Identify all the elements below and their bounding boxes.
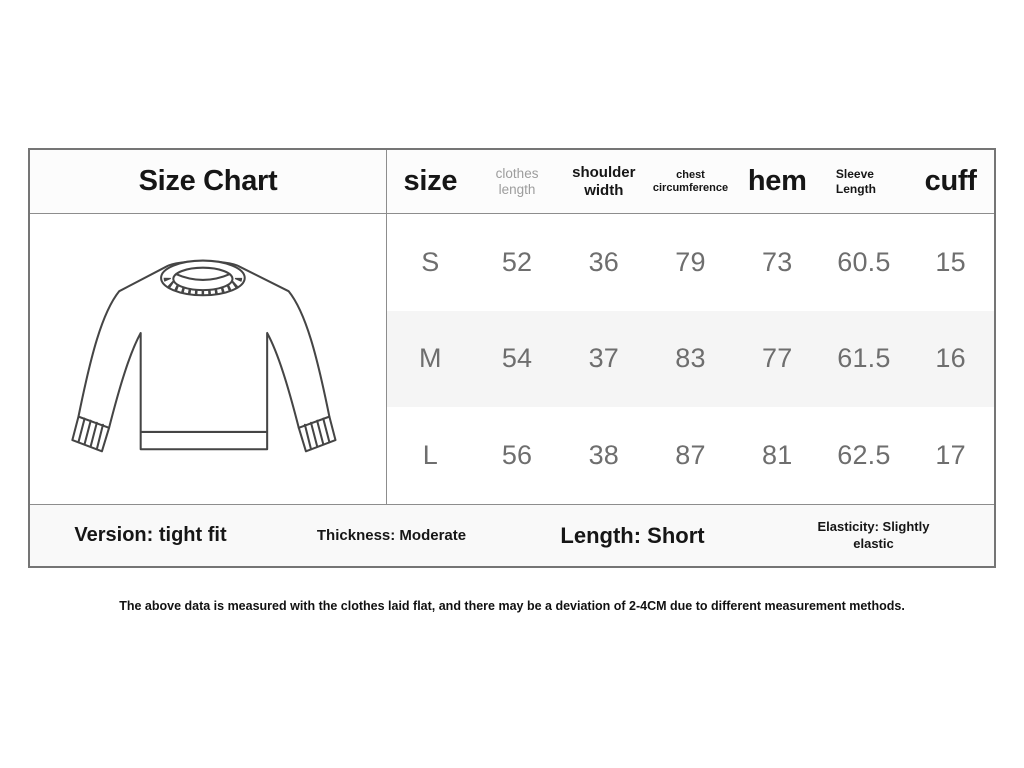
cell-value: 52 (501, 246, 533, 277)
cell-value: 83 (675, 343, 706, 374)
cell-value: 16 (935, 343, 966, 374)
column-header-clothes-length: clothes length (495, 165, 539, 197)
attribute-version: Version: tight fit (74, 524, 226, 547)
attribute-thickness-label: Thickness: Moderate (316, 526, 467, 544)
attribute-elasticity: Elasticity: Slightly elastic (804, 518, 944, 554)
sweater-line-drawing-icon (71, 259, 337, 452)
cell-value: 17 (935, 440, 966, 471)
column-header-sleeve-length: Sleeve Length (835, 167, 876, 196)
column-header-shoulder-width: shoulder width (572, 163, 636, 199)
attribute-version-label: Version: tight fit (74, 524, 227, 546)
cell-value: 79 (675, 246, 706, 277)
table-body: S 52 36 79 73 60.5 15 M 54 37 83 77 61.5… (387, 214, 994, 504)
cell-value: 56 (501, 440, 533, 471)
cell-value: 36 (588, 246, 619, 277)
table-title: Size Chart (30, 150, 387, 214)
cell-value: 81 (761, 440, 793, 471)
attributes-row: Version: tight fit Thickness: Moderate L… (30, 504, 994, 566)
cell-size: M (419, 343, 442, 374)
attribute-thickness: Thickness: Moderate (317, 527, 466, 545)
cell-value: 15 (935, 246, 966, 277)
column-header-hem: hem (747, 165, 807, 198)
cell-value: 54 (501, 343, 533, 374)
cell-size: S (421, 246, 440, 277)
cell-value: 38 (588, 440, 619, 471)
measurement-note: The above data is measured with the clot… (119, 599, 905, 613)
attribute-length: Length: Short (560, 523, 704, 549)
illustration-cell (30, 214, 387, 504)
attribute-length-label: Length: Short (560, 522, 705, 548)
column-header-row: size clothes length shoulder width chest… (387, 150, 994, 214)
cell-value: 87 (675, 440, 706, 471)
cell-value: 61.5 (837, 343, 891, 374)
column-header-chest-circumference: chest circumference (652, 168, 729, 194)
cell-value: 77 (761, 343, 793, 374)
cell-value: 37 (588, 343, 619, 374)
cell-value: 62.5 (837, 440, 891, 471)
cell-value: 60.5 (837, 246, 891, 277)
table-row-m: M 54 37 83 77 61.5 16 (387, 310, 994, 408)
size-chart-table: Size Chart size clothes length shoulder … (28, 148, 996, 568)
column-header-size: size (403, 165, 458, 198)
column-header-cuff: cuff (924, 165, 977, 198)
cell-value: 73 (761, 246, 793, 277)
attribute-elasticity-label: Elasticity: Slightly elastic (817, 518, 930, 552)
table-row-l: L 56 38 87 81 62.5 17 (387, 407, 994, 504)
table-title-label: Size Chart (138, 165, 278, 197)
table-row-s: S 52 36 79 73 60.5 15 (387, 214, 994, 311)
cell-size: L (422, 440, 438, 471)
